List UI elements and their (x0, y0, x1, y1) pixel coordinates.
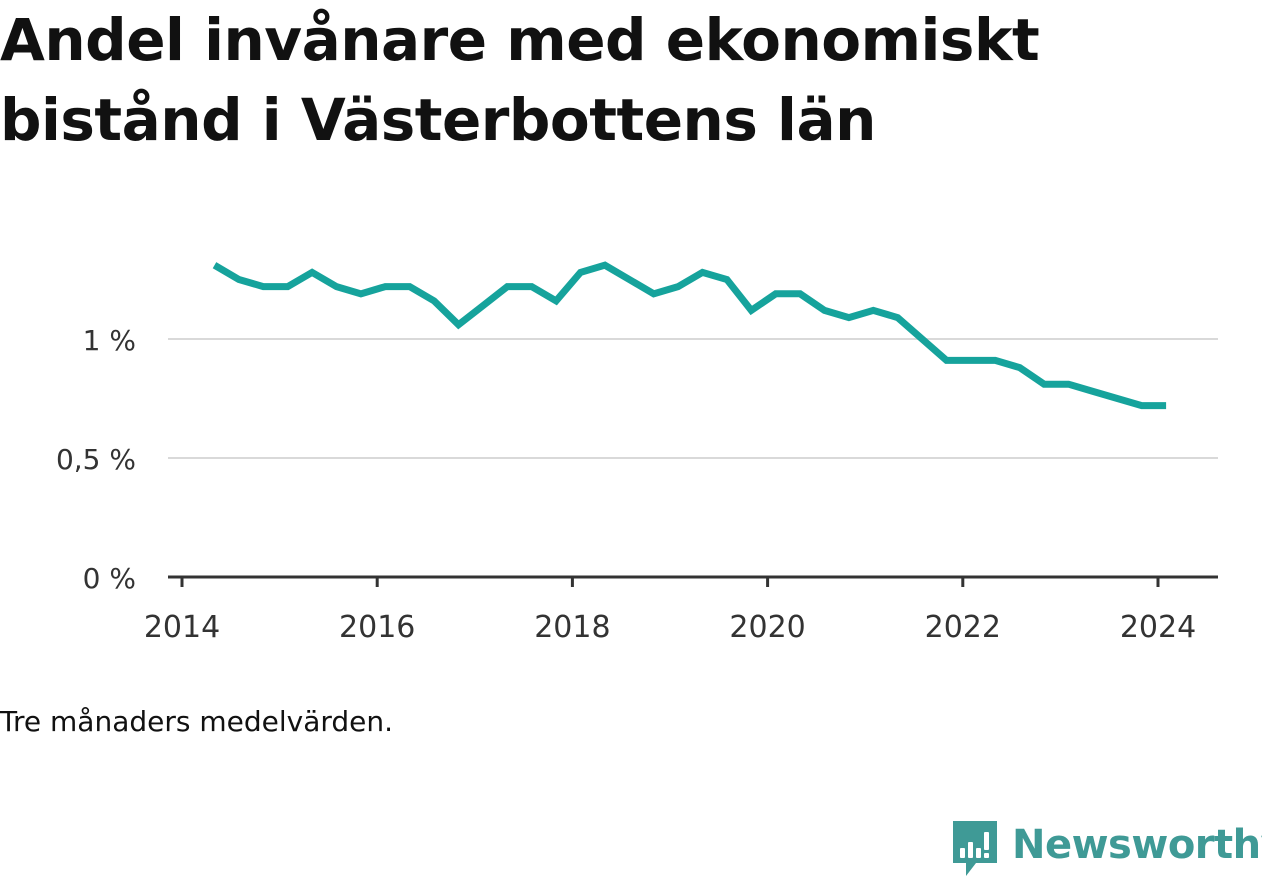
x-tick-label: 2020 (729, 610, 805, 645)
line-chart: 0 % 0,5 % 1 % 2014 2016 2018 2020 2022 2024 (56, 261, 1218, 645)
chart-note: Tre månaders medelvärden. (0, 705, 394, 738)
brand-logo: Newsworthy (950, 818, 1262, 882)
newsworthy-logo-icon (953, 821, 997, 876)
y-tick-label: 0 % (83, 562, 136, 595)
x-tick-label: 2014 (144, 610, 220, 645)
chart-title: Andel invånare med ekonomiskt bistånd i … (0, 6, 1040, 154)
x-tick-label: 2022 (925, 610, 1001, 645)
y-tick-label: 1 % (83, 324, 136, 357)
x-tick-label: 2016 (339, 610, 415, 645)
x-tick-label: 2024 (1120, 610, 1196, 645)
series-line-0 (212, 261, 1167, 410)
grid-lines (168, 338, 1218, 459)
x-axis: 2014 2016 2018 2020 2022 2024 (144, 575, 1218, 645)
series-layer (212, 261, 1167, 410)
y-tick-label: 0,5 % (56, 443, 136, 476)
brand-name: Newsworthy (1012, 822, 1262, 868)
x-tick-label: 2018 (534, 610, 610, 645)
y-axis-labels: 0 % 0,5 % 1 % (56, 324, 136, 595)
